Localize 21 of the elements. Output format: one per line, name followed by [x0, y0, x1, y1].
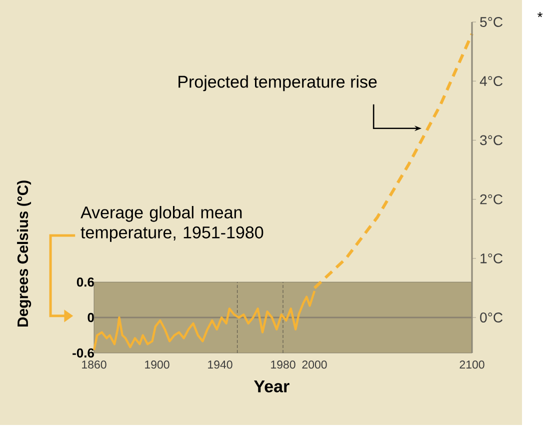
x-axis-title: Year	[254, 380, 290, 392]
y-axis-title: Degrees Celsius (°C)	[17, 180, 32, 327]
x-tick-label: 1860	[82, 360, 106, 369]
annotation: Projected temperature rise	[178, 75, 377, 92]
y-tick-label: -0.6	[72, 348, 94, 358]
y2-tick-label: 1°C	[480, 253, 503, 264]
x-tick-label: 2000	[302, 360, 327, 369]
x-tick-label: 1900	[145, 360, 170, 369]
y-tick-label: 0	[88, 312, 94, 322]
y-tick-label: 0.6	[76, 277, 94, 287]
line-series	[92, 290, 316, 352]
y2-tick-label: 5°C	[480, 17, 503, 27]
x-tick-label: 1980	[271, 360, 296, 369]
x-tick-label: 1940	[208, 360, 232, 369]
text: *	[537, 12, 543, 18]
y2-tick-label: 4°C	[480, 76, 503, 86]
y2-tick-label: 0°C	[480, 312, 503, 322]
y2-tick-label: 3°C	[480, 135, 503, 146]
x-tick-label: 2100	[460, 360, 484, 369]
annotation: Average global mean temperature, 1951-1980	[80, 206, 264, 242]
y2-tick-label: 2°C	[480, 194, 503, 204]
